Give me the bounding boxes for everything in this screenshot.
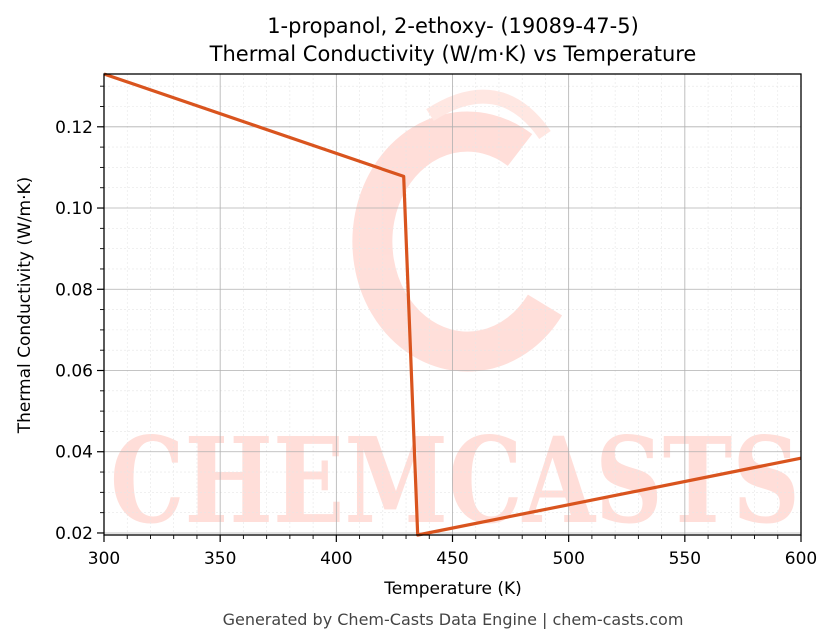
y-tick-label: 0.04 [55, 443, 93, 463]
y-tick-label: 0.12 [55, 118, 93, 138]
x-tick-label: 550 [669, 549, 701, 569]
x-tick-label: 300 [88, 549, 120, 569]
x-axis: 300 350 400 450 500 550 600 [88, 535, 817, 569]
x-tick-label: 400 [320, 549, 352, 569]
y-axis-label: Thermal Conductivity (W/m·K) [15, 177, 35, 435]
x-tick-label: 450 [436, 549, 468, 569]
watermark-c-logo [352, 111, 563, 372]
y-tick-label: 0.02 [55, 524, 93, 544]
footer-credit: Generated by Chem-Casts Data Engine | ch… [223, 610, 684, 629]
y-axis: 0.02 0.04 0.06 0.08 0.10 0.12 [55, 85, 104, 544]
y-tick-label: 0.08 [55, 280, 93, 300]
chart-title-line1: 1-propanol, 2-ethoxy- (19089-47-5) [267, 14, 639, 38]
x-tick-label: 350 [204, 549, 236, 569]
x-tick-label: 500 [552, 549, 584, 569]
chart-title-line2: Thermal Conductivity (W/m·K) vs Temperat… [209, 42, 697, 66]
chemcasts-watermark: CHEMCASTS [110, 89, 800, 550]
thermal-conductivity-line [103, 72, 802, 537]
x-tick-label: 600 [785, 549, 817, 569]
x-axis-label: Temperature (K) [383, 579, 522, 599]
y-tick-label: 0.10 [55, 199, 93, 219]
y-tick-label: 0.06 [55, 362, 93, 382]
series-layer [103, 72, 802, 537]
